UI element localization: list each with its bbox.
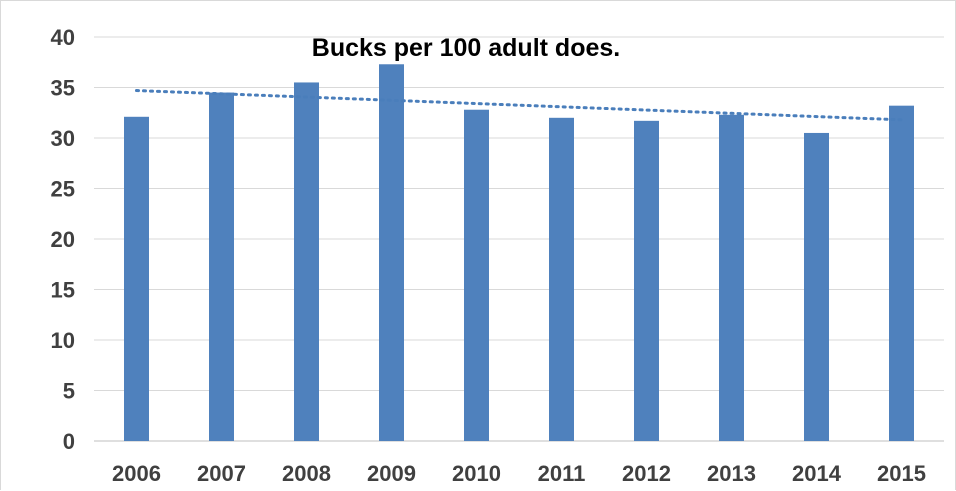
bar-2009 [379, 64, 404, 441]
bar-2007 [209, 92, 234, 442]
x-tick-label: 2012 [622, 461, 671, 486]
y-tick-label: 25 [51, 177, 75, 202]
x-tick-label: 2011 [538, 461, 586, 486]
bar-2006 [124, 116, 149, 441]
bar-2010 [464, 109, 489, 441]
x-tick-label: 2009 [367, 461, 416, 486]
trendline [135, 89, 903, 122]
bar-2013 [719, 114, 744, 442]
x-tick-label: 2010 [452, 461, 501, 486]
x-tick-label: 2006 [112, 461, 161, 486]
y-tick-label: 30 [51, 126, 75, 151]
y-tick-label: 0 [63, 429, 75, 454]
x-tick-label: 2015 [877, 461, 926, 486]
y-tick-label: 15 [51, 278, 75, 303]
x-tick-label: 2014 [792, 461, 842, 486]
trend-line [135, 89, 903, 122]
y-tick-label: 10 [51, 328, 75, 353]
bar-2008 [294, 82, 319, 441]
y-tick-label: 35 [51, 76, 75, 101]
gridlines [94, 36, 944, 442]
y-tick-label: 5 [63, 379, 75, 404]
x-tick-label: 2013 [707, 461, 756, 486]
bar-2011 [549, 117, 574, 442]
x-tick-label: 2008 [282, 461, 331, 486]
y-tick-label: 20 [51, 227, 75, 252]
chart-title: Bucks per 100 adult does. [312, 34, 620, 62]
x-tick-label: 2007 [197, 461, 246, 486]
bar-2015 [889, 105, 914, 442]
y-axis-ticks: 0 5 10 15 20 25 30 35 40 [51, 25, 75, 454]
bars [124, 64, 914, 442]
y-tick-label: 40 [51, 25, 75, 50]
x-axis-ticks: 2006 2007 2008 2009 2010 2011 2012 2013 2014 2015 [112, 461, 926, 486]
bar-2012 [634, 120, 659, 441]
bar-2014 [804, 132, 829, 441]
